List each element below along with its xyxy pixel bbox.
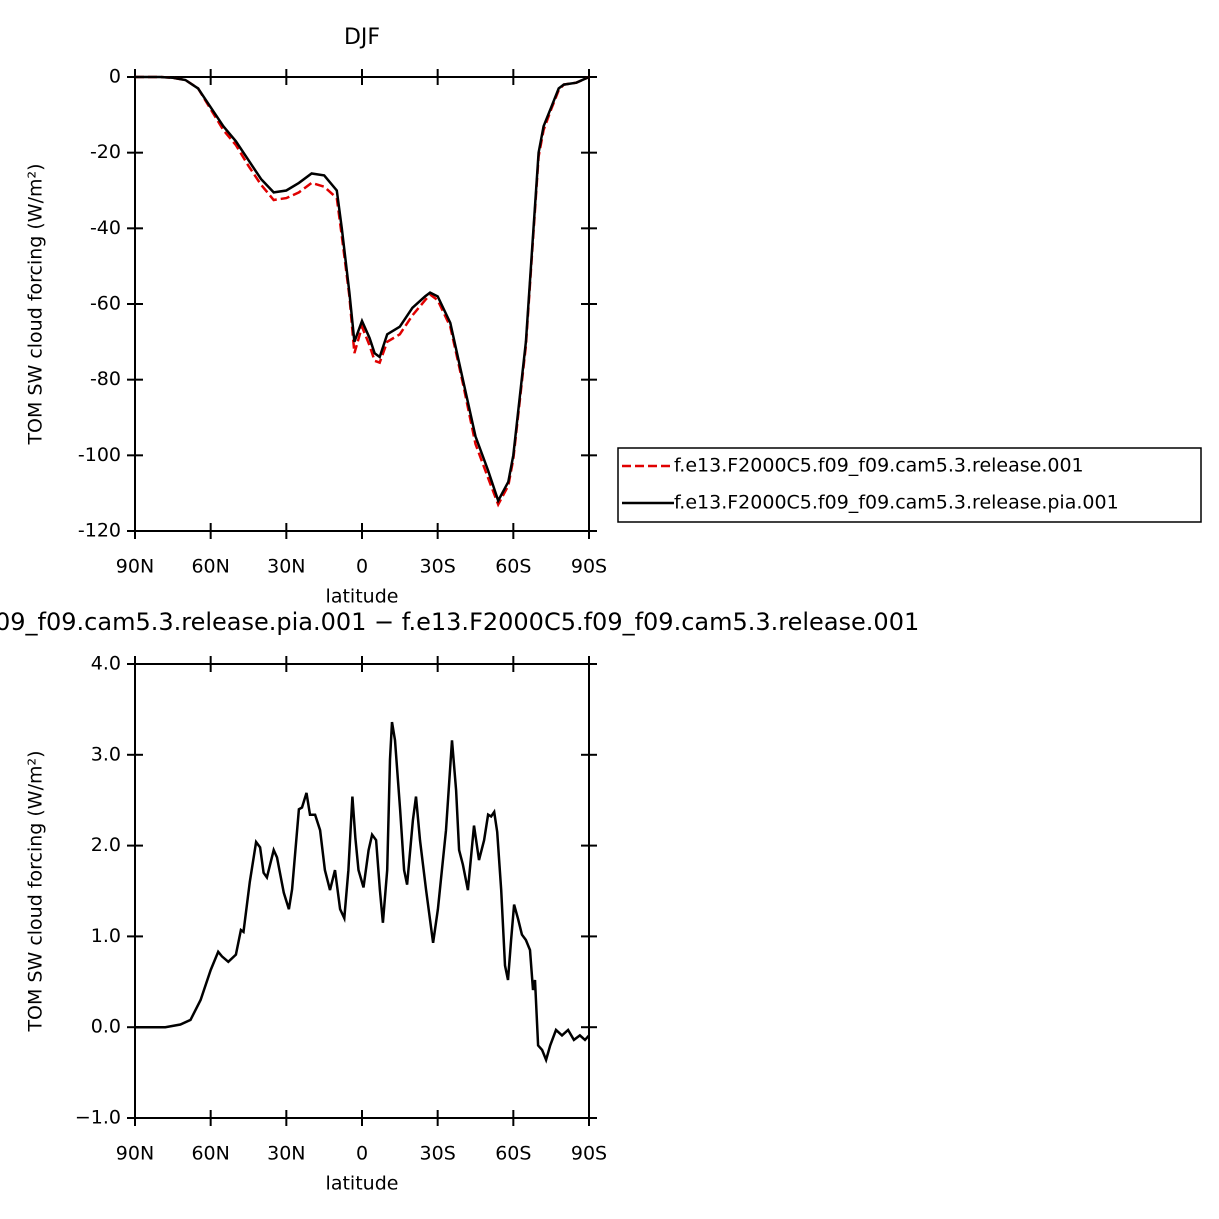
legend-label: f.e13.F2000C5.f09_f09.cam5.3.release.001 bbox=[674, 455, 1084, 477]
y-tick-label: 0 bbox=[109, 66, 121, 88]
plot-frame bbox=[134, 663, 590, 1119]
x-tick-label: 60S bbox=[495, 556, 531, 578]
x-tick-label: 90S bbox=[571, 556, 607, 578]
y-tick-label: −1.0 bbox=[75, 1107, 121, 1129]
chart-title: DJF bbox=[344, 25, 380, 50]
y-tick-label: 3.0 bbox=[91, 743, 121, 765]
x-axis-label: latitude bbox=[326, 586, 399, 608]
y-tick-label: 2.0 bbox=[91, 834, 121, 856]
x-tick-label: 0 bbox=[356, 556, 368, 578]
y-tick-label: 1.0 bbox=[91, 925, 121, 947]
x-tick-label: 60N bbox=[191, 556, 229, 578]
x-tick-label: 30S bbox=[420, 1143, 456, 1165]
chart-title: f.e13.F2000C5.f09_f09.cam5.3.release.pia… bbox=[0, 608, 919, 636]
x-tick-label: 30S bbox=[420, 556, 456, 578]
y-tick-label: 0.0 bbox=[91, 1016, 121, 1038]
x-tick-label: 90S bbox=[571, 1143, 607, 1165]
y-tick-label: -100 bbox=[78, 444, 121, 466]
y-tick-label: -40 bbox=[90, 217, 121, 239]
plot-frame bbox=[134, 76, 590, 532]
data-line bbox=[135, 75, 590, 504]
y-tick-label: -120 bbox=[78, 520, 121, 542]
x-tick-label: 90N bbox=[116, 556, 154, 578]
x-tick-label: 0 bbox=[356, 1143, 368, 1165]
x-tick-label: 90N bbox=[116, 1143, 154, 1165]
x-axis-label: latitude bbox=[326, 1173, 399, 1195]
y-axis-label: TOM SW cloud forcing (W/m²) bbox=[25, 750, 47, 1032]
y-tick-label: 4.0 bbox=[91, 653, 121, 675]
data-line bbox=[135, 721, 590, 1064]
legend-label: f.e13.F2000C5.f09_f09.cam5.3.release.pia… bbox=[674, 492, 1119, 514]
x-tick-label: 30N bbox=[267, 556, 305, 578]
data-line bbox=[135, 75, 590, 508]
y-tick-label: -20 bbox=[90, 141, 121, 163]
y-tick-label: -80 bbox=[90, 368, 121, 390]
x-tick-label: 30N bbox=[267, 1143, 305, 1165]
legend: f.e13.F2000C5.f09_f09.cam5.3.release.001… bbox=[617, 447, 1202, 523]
x-tick-label: 60N bbox=[191, 1143, 229, 1165]
y-axis-label: TOM SW cloud forcing (W/m²) bbox=[25, 163, 47, 445]
legend-frame bbox=[617, 447, 1202, 523]
y-tick-label: -60 bbox=[90, 293, 121, 315]
x-tick-label: 60S bbox=[495, 1143, 531, 1165]
